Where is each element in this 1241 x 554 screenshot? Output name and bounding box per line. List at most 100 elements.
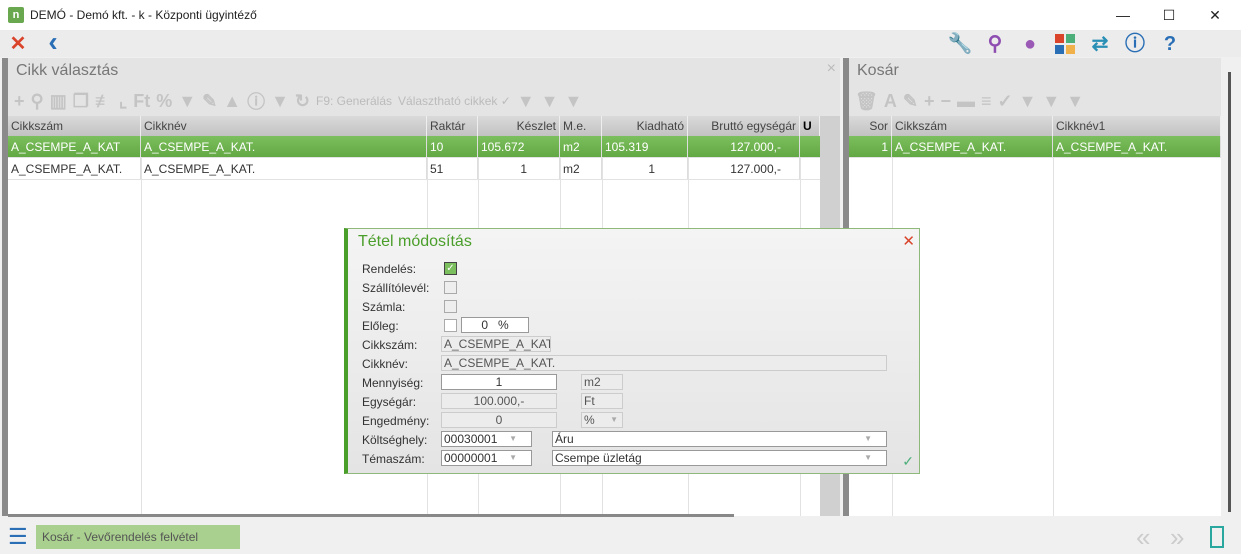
cost-center-name-select[interactable]: Áru ▼ [552, 431, 887, 447]
chevron-down-icon: ▼ [864, 453, 872, 462]
cost-center-label: Költséghely: [362, 433, 428, 447]
app-logo: n [8, 7, 24, 23]
cell-stock: 105.672 [478, 136, 560, 157]
project-code-select[interactable]: 00000001 ▼ [441, 450, 532, 466]
paint-icon[interactable]: ✎ [202, 90, 218, 111]
barcode-icon[interactable]: ▥ [49, 90, 67, 111]
add-list-icon[interactable]: ≢ [94, 90, 113, 111]
generate-button[interactable]: F9: Generálás [315, 94, 393, 108]
discount-unit-select[interactable]: % ▼ [581, 412, 623, 428]
delivery-checkbox[interactable] [444, 281, 457, 294]
currency-icon[interactable]: Ft [133, 90, 151, 111]
remove-icon[interactable]: − [940, 90, 951, 111]
delete-icon[interactable]: 🗑 [855, 90, 878, 111]
column-header[interactable]: M.e. [560, 116, 602, 136]
minimize-button[interactable]: — [1116, 7, 1130, 23]
search-icon[interactable]: ⚲ [30, 90, 44, 111]
cell-stock: 1 [478, 158, 560, 179]
search-icon[interactable]: ⚲ [987, 33, 1003, 55]
menu-icon[interactable]: ☰ [8, 524, 28, 549]
project-code: 00000001 [444, 451, 498, 465]
column-header[interactable]: Cikkszám [8, 116, 141, 136]
chevron-down-icon: ▼ [509, 453, 517, 462]
dialog-close-button[interactable]: ✕ [902, 233, 915, 250]
table-row[interactable]: 1 A_CSEMPE_A_KAT. A_CSEMPE_A_KAT. [849, 136, 1221, 158]
info-icon[interactable]: ⓘ [1125, 33, 1145, 55]
add-icon[interactable]: + [14, 90, 25, 111]
column-header[interactable]: U [800, 116, 820, 136]
filter-icon[interactable]: ▼ [1018, 90, 1037, 111]
add-icon[interactable]: + [923, 90, 935, 111]
delete-all-icon[interactable]: A [883, 90, 897, 111]
wrench-icon[interactable]: 🔧 [947, 33, 973, 55]
swap-icon[interactable]: ⇄ [1091, 33, 1109, 55]
percent-icon[interactable]: % [156, 90, 173, 111]
edit-icon[interactable]: ✎ [902, 90, 918, 111]
maximize-button[interactable]: ☐ [1162, 7, 1176, 23]
clear-filter-icon[interactable]: ▼ [1042, 90, 1061, 111]
check-icon[interactable]: ✓ [997, 90, 1013, 111]
chart-icon[interactable]: ⌞ [118, 90, 128, 111]
order-checkbox[interactable]: ✓ [444, 262, 457, 275]
up-icon[interactable]: ▲ [223, 90, 242, 111]
advance-checkbox[interactable] [444, 319, 457, 332]
basket-toolbar: 🗑 A ✎ + − ▬ ≡ ✓ ▼ ▼ ▼ [855, 88, 1084, 114]
filter-icon[interactable]: ▼ [178, 90, 197, 111]
cost-center-code-select[interactable]: 00030001 ▼ [441, 431, 532, 447]
user-icon[interactable]: ● [1023, 33, 1037, 55]
order-label: Rendelés: [362, 262, 417, 276]
panel-close-button[interactable]: × [826, 60, 836, 77]
back-icon[interactable]: ‹ [48, 26, 58, 57]
filter-icon[interactable]: ▼ [271, 90, 289, 111]
help-icon[interactable]: ? [1163, 33, 1177, 55]
column-header[interactable]: Kiadható [602, 116, 688, 136]
title-bar: n DEMÓ - Demó kft. - k - Központi ügyint… [0, 0, 1241, 30]
column-header[interactable]: Cikknév1 [1053, 116, 1221, 136]
column-header[interactable]: Cikknév [141, 116, 427, 136]
advance-percent-input[interactable]: 0 % [461, 317, 529, 333]
cell-price: 127.000,- [688, 158, 800, 179]
filter-icon[interactable]: ▼ [516, 90, 535, 111]
page-scrollbar[interactable] [1228, 72, 1231, 512]
close-window-button[interactable]: ✕ [1209, 7, 1221, 23]
chevron-down-icon: ▼ [610, 415, 618, 424]
ok-button[interactable]: ✓ [902, 453, 914, 469]
horizontal-scrollbar[interactable] [8, 514, 734, 517]
price-label: Egységár: [362, 395, 417, 409]
cell-unit: m2 [560, 136, 602, 157]
dialog-title: Tétel módosítás [358, 233, 472, 250]
table-row[interactable]: A_CSEMPE_A_KAT. A_CSEMPE_A_KAT. 51 1 m2 … [8, 158, 820, 180]
quantity-input[interactable]: 1 [441, 374, 557, 390]
project-name-select[interactable]: Csempe üzletág ▼ [552, 450, 887, 466]
column-header[interactable]: Bruttó egységár [688, 116, 800, 136]
column-header[interactable]: Cikkszám [892, 116, 1053, 136]
cell-available: 105.319 [602, 136, 688, 157]
invoice-checkbox[interactable] [444, 300, 457, 313]
close-icon[interactable]: ✕ [9, 33, 27, 55]
list-view-icon[interactable] [1210, 526, 1224, 548]
column-header[interactable]: Sor [849, 116, 892, 136]
name-field: A_CSEMPE_A_KAT. [441, 355, 887, 371]
discount-field[interactable]: 0 [441, 412, 557, 428]
main-toolbar: ✕ ‹ 🔧 ⚲ ● ⇄ ⓘ ? [0, 26, 1241, 60]
refresh-icon[interactable]: ↻ [294, 90, 310, 111]
cost-center-name: Áru [555, 432, 574, 446]
apps-icon[interactable] [1050, 32, 1080, 60]
add-filter-icon[interactable]: ▼ [564, 90, 583, 111]
add-filter-icon[interactable]: ▼ [1066, 90, 1085, 111]
menu-icon[interactable]: ≡ [980, 90, 992, 111]
cost-center-code: 00030001 [444, 432, 498, 446]
clear-filter-icon[interactable]: ▼ [540, 90, 559, 111]
column-header[interactable]: Készlet [478, 116, 560, 136]
more-icon[interactable]: ▬ [956, 90, 975, 111]
previous-icon[interactable]: « [1136, 522, 1151, 552]
table-row[interactable]: A_CSEMPE_A_KAT A_CSEMPE_A_KAT. 10 105.67… [8, 136, 820, 158]
selectable-items-toggle[interactable]: Választható cikkek ✓ [398, 94, 511, 108]
code-label: Cikkszám: [362, 338, 418, 352]
next-icon[interactable]: » [1170, 522, 1185, 552]
tab-basket-order[interactable]: Kosár - Vevőrendelés felvétel [36, 525, 240, 549]
info-icon[interactable]: ⓘ [247, 92, 266, 112]
copy-icon[interactable]: ❐ [72, 90, 89, 111]
column-header[interactable]: Raktár [427, 116, 478, 136]
panel-title: Cikk választás [16, 62, 119, 79]
